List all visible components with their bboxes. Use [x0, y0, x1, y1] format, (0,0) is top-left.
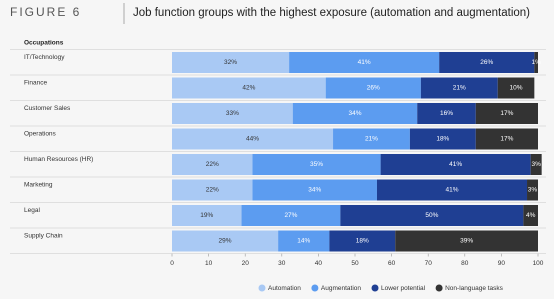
bar-segment	[278, 230, 330, 252]
bar-segment	[172, 77, 326, 99]
bar-segment	[325, 77, 421, 99]
x-tick-label: 10	[205, 260, 213, 267]
data-label: 27%	[284, 212, 297, 219]
bar-segment	[329, 230, 396, 252]
bar-segment	[172, 154, 253, 175]
data-label: 26%	[367, 85, 380, 92]
bar-segment	[420, 77, 498, 99]
data-label: 32%	[224, 59, 237, 66]
legend-swatch	[371, 284, 379, 292]
category-label: IT/Technology	[24, 54, 65, 61]
legend-label: Augmentation	[321, 285, 361, 292]
data-label: 26%	[480, 59, 493, 66]
bar-segment	[395, 230, 538, 252]
chart-title: Job function groups with the highest exp…	[133, 7, 530, 19]
x-tick-label: 70	[425, 260, 433, 267]
bar-segment	[530, 154, 542, 175]
x-tick-label: 60	[388, 260, 396, 267]
data-label: 35%	[310, 161, 323, 168]
x-tick-label: 30	[278, 260, 286, 267]
data-label: 39%	[460, 238, 473, 245]
data-label: 14%	[297, 238, 310, 245]
data-label: 10%	[510, 85, 523, 92]
category-header: Occupations	[24, 40, 64, 47]
bar-segment	[172, 205, 242, 226]
data-label: 29%	[219, 238, 232, 245]
data-label: 1%	[531, 59, 541, 66]
bar-segment	[439, 52, 535, 73]
legend-label: Non-language tasks	[445, 285, 504, 292]
data-label: 42%	[242, 85, 255, 92]
data-label: 19%	[200, 212, 213, 219]
bar-segment	[172, 52, 290, 73]
data-label: 41%	[358, 59, 371, 66]
bar-segment	[172, 103, 293, 124]
bar-segment	[417, 103, 476, 124]
data-label: 17%	[500, 110, 513, 117]
bar-segment	[376, 179, 528, 201]
x-tick-label: 100	[533, 260, 544, 267]
bar-segment	[172, 128, 334, 150]
bar-segment	[497, 77, 535, 99]
category-label: Marketing	[24, 182, 53, 189]
bar-segment	[252, 179, 377, 201]
category-label: Operations	[24, 131, 57, 138]
data-label: 34%	[308, 187, 321, 194]
bar-segment	[527, 179, 538, 201]
bar-segment	[380, 154, 531, 175]
bar-segment	[475, 128, 538, 150]
figure-label: FIGURE 6	[10, 5, 81, 19]
data-label: 18%	[436, 136, 449, 143]
bar-segment	[475, 103, 538, 124]
bar-segment	[172, 179, 253, 201]
category-label: Human Resources (HR)	[24, 156, 93, 163]
bar-segment	[340, 205, 524, 226]
bar-segment	[333, 128, 410, 150]
bar-segment	[534, 52, 538, 73]
data-label: 22%	[206, 161, 219, 168]
x-tick-label: 40	[315, 260, 323, 267]
bar-segment	[523, 205, 538, 226]
x-tick-label: 80	[461, 260, 469, 267]
data-label: 50%	[425, 212, 438, 219]
bar-segment	[409, 128, 476, 150]
data-label: 3%	[531, 161, 541, 168]
x-tick-label: 20	[242, 260, 250, 267]
data-label: 16%	[440, 110, 453, 117]
data-label: 17%	[500, 136, 513, 143]
x-tick-label: 50	[351, 260, 359, 267]
data-label: 44%	[246, 136, 259, 143]
data-label: 4%	[526, 212, 536, 219]
category-label: Legal	[24, 207, 40, 214]
legend-label: Lower potential	[381, 285, 426, 292]
category-label: Customer Sales	[24, 105, 71, 112]
data-label: 41%	[449, 161, 462, 168]
data-label: 41%	[445, 187, 458, 194]
x-tick-label: 0	[170, 260, 174, 267]
legend-swatch	[435, 284, 443, 292]
legend-swatch	[258, 284, 266, 292]
bar-segment	[292, 103, 418, 124]
data-label: 3%	[528, 187, 538, 194]
bar-segment	[252, 154, 381, 175]
data-label: 34%	[348, 110, 361, 117]
legend-label: Automation	[268, 285, 301, 292]
x-tick-label: 90	[498, 260, 506, 267]
data-label: 21%	[365, 136, 378, 143]
category-label: Finance	[24, 80, 48, 87]
bar-segment	[241, 205, 341, 226]
data-label: 18%	[356, 238, 369, 245]
data-label: 33%	[226, 110, 239, 117]
data-label: 22%	[206, 187, 219, 194]
legend-swatch	[311, 284, 319, 292]
bar-segment	[289, 52, 440, 73]
bar-segment	[172, 230, 279, 252]
category-label: Supply Chain	[24, 233, 63, 240]
data-label: 21%	[453, 85, 466, 92]
